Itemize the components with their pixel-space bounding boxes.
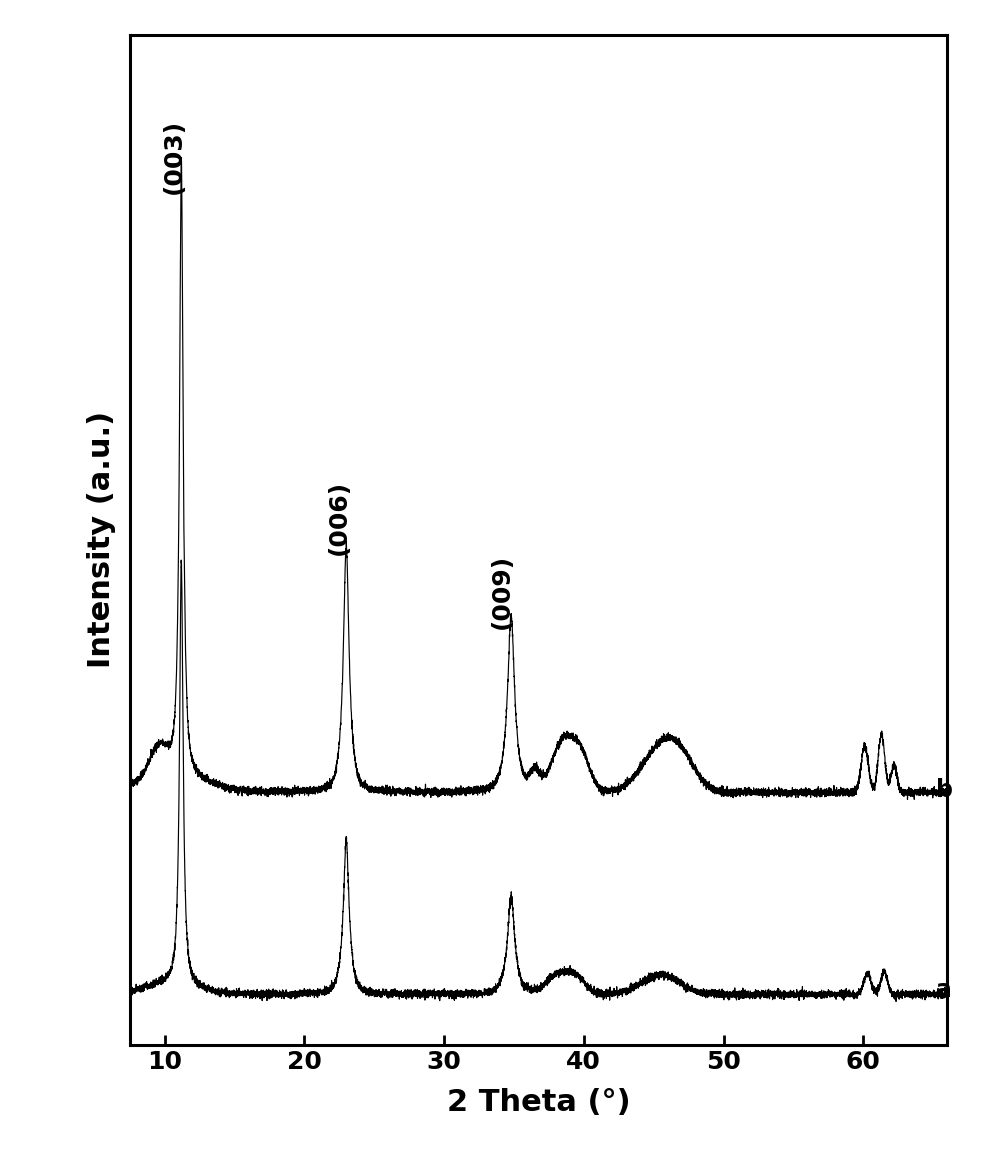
Text: b: b [936, 778, 953, 802]
X-axis label: 2 Theta (°): 2 Theta (°) [447, 1088, 630, 1117]
Y-axis label: Intensity (a.u.): Intensity (a.u.) [87, 411, 116, 669]
Text: a: a [936, 978, 952, 1002]
Text: (003): (003) [162, 118, 185, 194]
Text: (009): (009) [491, 554, 514, 629]
Text: (006): (006) [327, 481, 351, 555]
